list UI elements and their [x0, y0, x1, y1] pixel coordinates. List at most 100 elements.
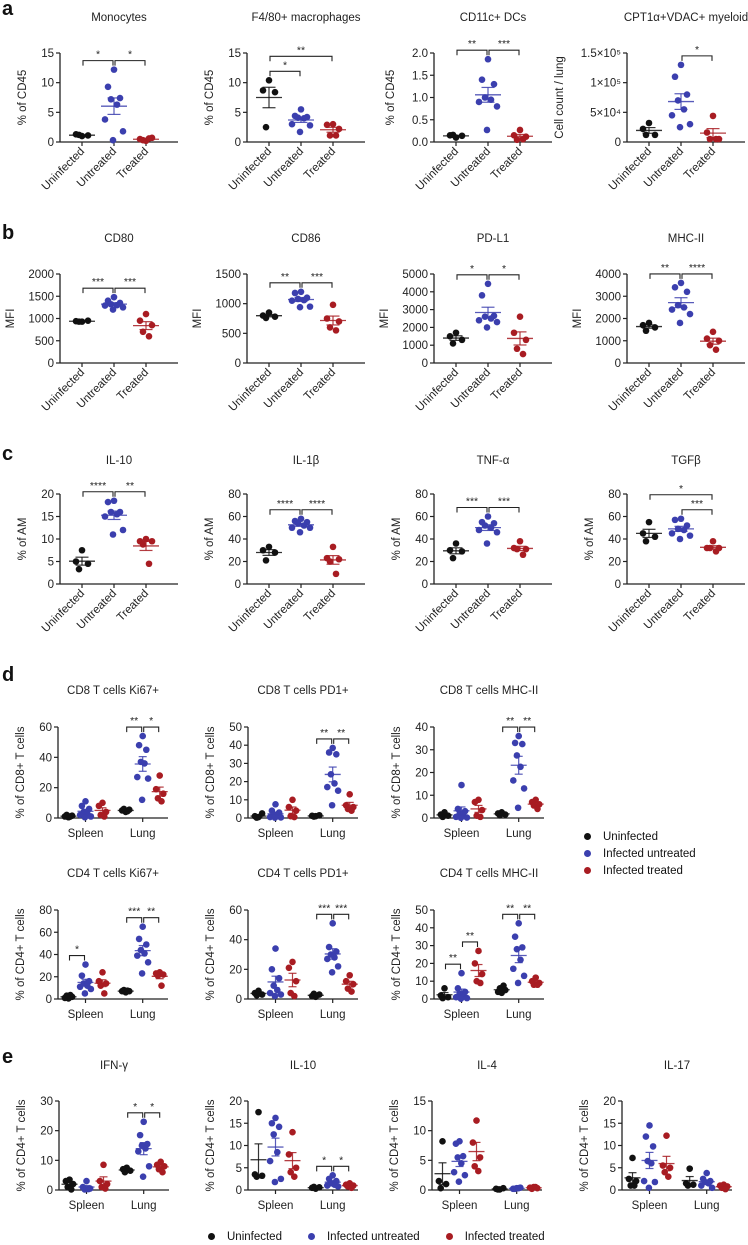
data-point	[511, 739, 519, 747]
y-tick-label: 80	[608, 489, 621, 501]
legend-marker	[584, 850, 591, 857]
x-tick-label: Treated	[489, 146, 525, 182]
x-tick-label: Lung	[694, 1200, 720, 1212]
data-point	[266, 989, 274, 997]
panel-label-a: a	[2, 0, 14, 20]
data-point	[297, 106, 305, 113]
y-tick-label: 2000	[402, 322, 428, 334]
data-point	[709, 112, 717, 120]
significance-bracket	[114, 287, 146, 294]
y-tick-label: 0.0	[412, 137, 428, 149]
y-tick-label: 20	[415, 557, 428, 569]
data-point	[651, 533, 659, 541]
data-point	[81, 813, 89, 821]
data-point	[272, 1114, 279, 1122]
data-point	[328, 801, 336, 809]
y-tick-label: 4000	[402, 287, 428, 299]
significance-bracket	[143, 917, 160, 923]
data-point	[159, 1168, 166, 1176]
data-point	[328, 969, 336, 976]
data-point	[138, 796, 146, 804]
significance-label: **	[130, 715, 138, 727]
significance-bracket	[649, 273, 681, 279]
data-point	[329, 120, 337, 128]
data-point	[255, 1108, 262, 1116]
x-tick-label: Lung	[320, 1200, 346, 1212]
data-point	[516, 313, 524, 321]
chart-title: CD4 T cells PD1+	[257, 868, 349, 880]
y-axis-label: % of CD4+ T cells	[15, 908, 27, 1000]
data-point	[104, 498, 112, 506]
data-point	[515, 732, 522, 740]
y-tick-label: 5	[610, 1163, 616, 1175]
y-tick-label: 10	[40, 1155, 53, 1167]
data-point	[289, 796, 296, 804]
y-tick-label: 0	[422, 994, 428, 1006]
significance-bracket	[456, 506, 488, 513]
significance-label: ***	[318, 902, 330, 914]
y-tick-label: 500	[35, 336, 54, 348]
data-point	[674, 97, 682, 104]
chart-title: CD11c+ DCs	[460, 12, 527, 24]
data-point	[651, 1178, 659, 1186]
y-tick-label: 0	[48, 137, 54, 149]
data-point	[333, 751, 340, 758]
data-point	[348, 988, 355, 995]
data-point	[329, 920, 337, 927]
y-axis-label: MFI	[192, 309, 204, 329]
data-point	[101, 302, 109, 309]
data-point	[484, 55, 492, 63]
data-point	[346, 791, 354, 798]
data-point	[677, 515, 685, 523]
x-tick-label: Lung	[320, 828, 346, 840]
y-tick-label: 0	[47, 1185, 53, 1197]
y-tick-label: 30	[415, 745, 428, 757]
data-point	[145, 333, 153, 340]
y-tick-label: 0	[615, 579, 621, 591]
significance-bracket	[502, 726, 519, 733]
data-point	[666, 1164, 674, 1172]
y-tick-label: 40	[229, 935, 242, 947]
x-tick-label: Lung	[130, 1009, 156, 1021]
data-point	[519, 350, 527, 358]
data-point	[481, 313, 489, 321]
panel-e-il-10: IL-10 0 5 10 15 20 % of CD4+ T cells Spleen Lung…	[205, 1060, 358, 1212]
x-tick-label: Treated	[302, 367, 338, 403]
data-point	[515, 920, 522, 927]
data-point	[145, 560, 153, 568]
data-point	[99, 969, 106, 976]
y-tick-label: 20	[39, 972, 52, 984]
y-tick-label: 20	[608, 557, 621, 569]
x-tick-label: Lung	[320, 1009, 346, 1021]
data-point	[140, 1118, 147, 1126]
panel-e-il-4: IL-4 0 5 10 15 % of CD4+ T cells Spleen Lung	[389, 1060, 542, 1212]
y-tick-label: 20	[415, 958, 428, 970]
data-point	[272, 945, 279, 952]
data-point	[649, 1143, 657, 1150]
data-point	[68, 1186, 75, 1193]
data-point	[646, 1122, 653, 1129]
data-point	[334, 1183, 342, 1190]
data-point	[277, 991, 285, 998]
panel-d-cd8-t-cells-pd1: CD8 T cells PD1+ 0 10 20 30 40 50 % of CD8+ T c…	[205, 685, 358, 840]
data-point	[101, 116, 109, 123]
data-point	[519, 551, 527, 559]
significance-bracket	[301, 509, 333, 515]
chart-title: MHC-II	[668, 233, 704, 245]
data-point	[640, 1177, 648, 1185]
significance-bracket	[488, 274, 520, 280]
data-point	[109, 306, 117, 313]
data-point	[274, 986, 281, 994]
legend-label: Uninfected	[227, 1230, 282, 1243]
data-point	[333, 948, 340, 955]
data-point	[113, 510, 121, 518]
data-point	[490, 80, 498, 88]
data-point	[262, 557, 270, 564]
y-tick-label: 60	[39, 927, 52, 939]
data-point	[82, 798, 89, 805]
data-point	[75, 565, 83, 573]
legend-item-uninfected: Uninfected	[584, 828, 696, 845]
data-point	[676, 319, 684, 327]
y-tick-label: 5	[235, 107, 241, 119]
